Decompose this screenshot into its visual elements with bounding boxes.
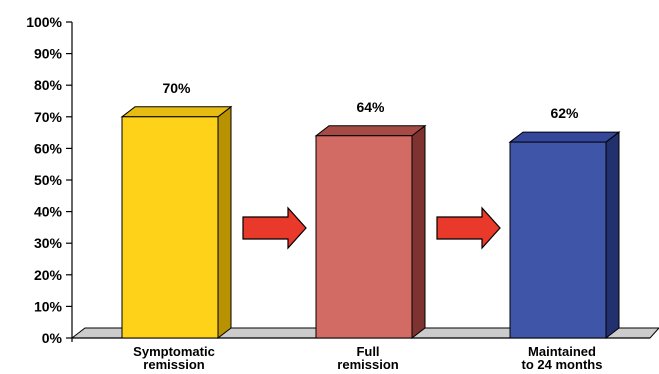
bar-front <box>315 135 413 339</box>
bar-side <box>605 131 620 340</box>
data-label: 64% <box>356 99 385 115</box>
y-tick-label: 70% <box>34 109 63 125</box>
flow-arrows <box>242 206 501 250</box>
y-tick-label: 50% <box>34 172 63 188</box>
flow-arrow <box>242 206 307 250</box>
y-tick-label: 90% <box>34 46 63 62</box>
category-label: Full remission <box>337 344 398 372</box>
y-tick-label: 80% <box>34 77 63 93</box>
bars <box>120 105 621 340</box>
category-labels: Symptomatic remission Full remission Maintai… <box>133 344 602 372</box>
flow-arrow <box>436 206 501 250</box>
bar-side <box>217 105 232 340</box>
y-tick-label: 40% <box>34 204 63 220</box>
bar <box>508 131 621 340</box>
data-labels: 70% 64% 62% <box>162 80 579 121</box>
category-label: Symptomatic remission <box>133 344 215 372</box>
y-tick-label: 10% <box>34 298 63 314</box>
bar <box>314 124 427 340</box>
bar-side <box>411 124 426 340</box>
bar-top <box>314 125 427 137</box>
y-tick-label: 30% <box>34 235 63 251</box>
data-label: 70% <box>162 80 191 96</box>
data-label: 62% <box>550 105 579 121</box>
y-tick-label: 20% <box>34 267 63 283</box>
y-tick-label: 60% <box>34 140 63 156</box>
y-tick-label: 0% <box>42 330 63 346</box>
bar-front <box>121 116 219 339</box>
bar <box>120 105 233 340</box>
bar-top <box>120 106 233 118</box>
bar-top <box>508 131 621 143</box>
category-label: Maintained to 24 months <box>522 344 603 372</box>
bar-front <box>509 141 607 339</box>
y-tick-label: 100% <box>26 14 62 30</box>
